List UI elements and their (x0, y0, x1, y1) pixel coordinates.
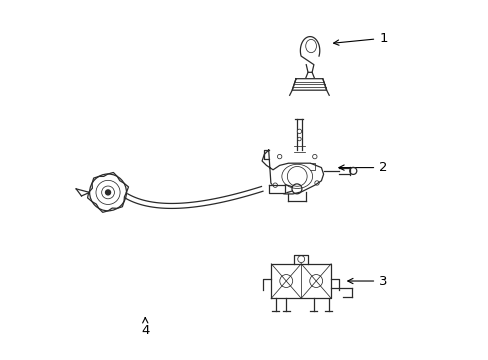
Polygon shape (87, 172, 128, 212)
Text: 1: 1 (333, 32, 387, 45)
Circle shape (297, 137, 301, 141)
Circle shape (89, 174, 126, 211)
Polygon shape (271, 264, 330, 298)
Circle shape (297, 129, 301, 134)
Text: 4: 4 (141, 318, 149, 337)
Polygon shape (269, 185, 285, 193)
Polygon shape (292, 79, 326, 90)
Text: 3: 3 (347, 275, 387, 288)
Polygon shape (262, 150, 323, 194)
Text: 2: 2 (338, 161, 387, 174)
Circle shape (105, 190, 110, 195)
